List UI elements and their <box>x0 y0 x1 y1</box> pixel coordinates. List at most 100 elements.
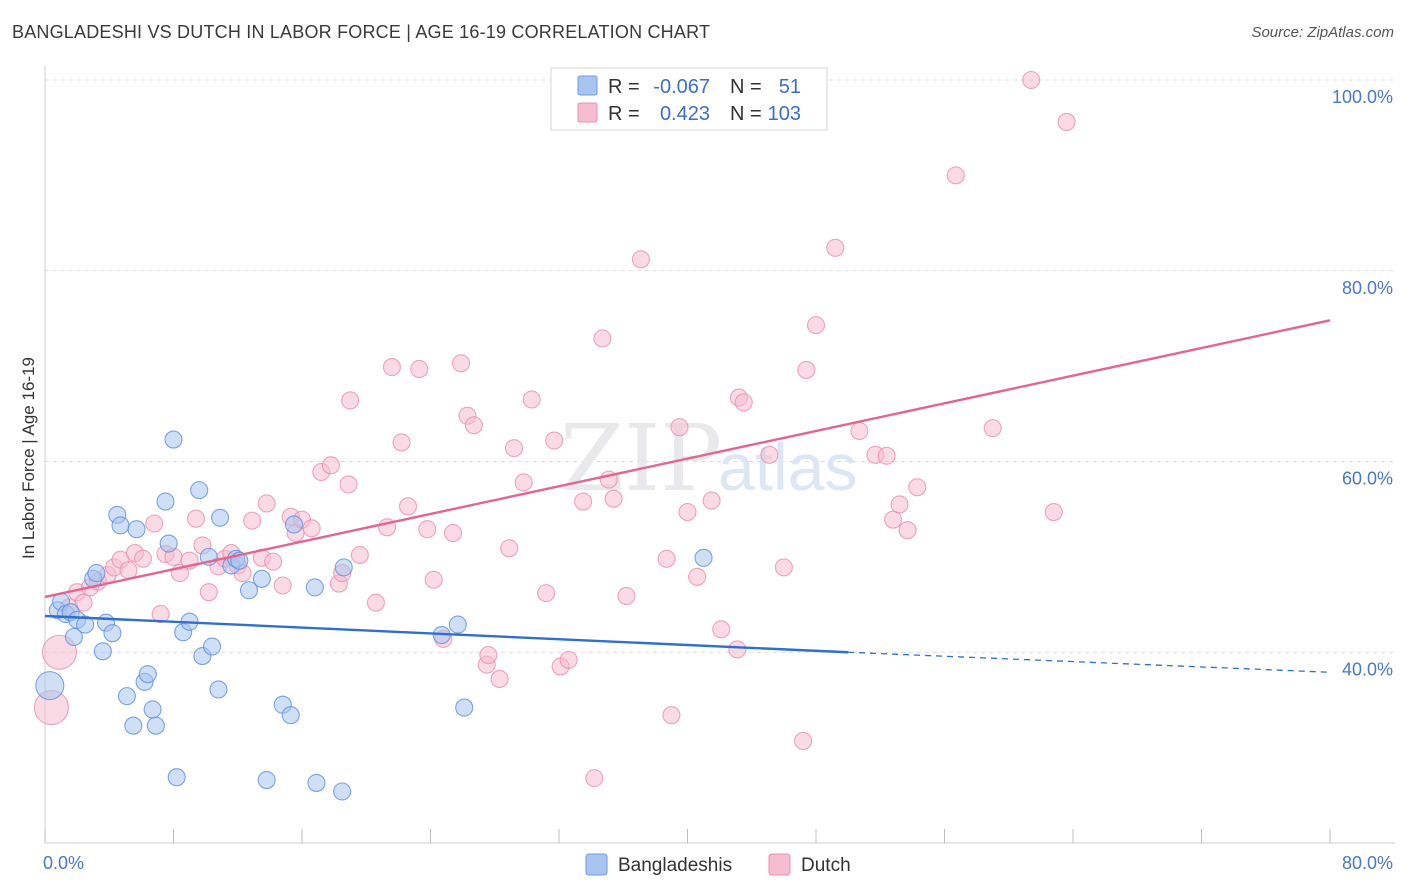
dutch-point <box>898 521 917 540</box>
series-legend: Bangladeshis Dutch <box>585 853 851 876</box>
dutch-point <box>702 491 721 510</box>
dutch-point <box>504 439 524 458</box>
dutch-point <box>712 620 731 639</box>
dutch-point <box>1022 70 1041 90</box>
chart-title: BANGLADESHI VS DUTCH IN LABOR FORCE | AG… <box>12 22 711 42</box>
bangladeshis-point <box>448 615 467 634</box>
bangladeshis-point <box>138 665 157 684</box>
dutch-point <box>199 583 218 602</box>
series-dutch-points <box>33 70 1076 788</box>
dutch-point <box>410 359 429 379</box>
dutch-point <box>850 421 869 441</box>
bangladeshis-point <box>281 706 300 725</box>
y-axis-label: In Labor Force | Age 16-19 <box>19 357 38 559</box>
dutch-point <box>617 586 636 606</box>
legend-swatch-dutch <box>577 102 598 123</box>
dutch-point <box>877 446 896 465</box>
dutch-point <box>662 706 681 725</box>
x-tick-label: 80.0% <box>1342 853 1393 873</box>
y-tick-label: 40.0% <box>1342 659 1393 679</box>
dutch-point <box>339 475 358 494</box>
legend-n-label: N = <box>730 103 762 125</box>
x-tick-labels: 0.0% 80.0% <box>43 853 1393 873</box>
bangladeshis-point <box>455 698 474 717</box>
y-tick-label: 100.0% <box>1332 87 1393 107</box>
dutch-point <box>890 495 909 514</box>
dutch-point <box>946 166 965 185</box>
dutch-point <box>1044 502 1063 522</box>
bangladeshis-point <box>87 564 106 583</box>
dutch-point <box>490 669 509 689</box>
dutch-point <box>451 354 471 373</box>
bangladeshis-point <box>334 558 353 577</box>
bangladeshis-point <box>103 624 122 643</box>
dutch-point <box>74 593 93 612</box>
bangladeshis-point <box>211 508 230 527</box>
dutch-point <box>537 584 556 603</box>
bangladeshis-point <box>64 627 83 647</box>
x-tick-label: 0.0% <box>43 853 84 873</box>
bangladeshis-point <box>164 430 183 449</box>
dutch-point <box>593 329 612 348</box>
dutch-point <box>133 549 153 568</box>
dutch-point <box>398 497 418 516</box>
bangladeshis-point <box>167 768 186 787</box>
dutch-point <box>514 473 533 492</box>
bangladeshis-point <box>146 716 165 735</box>
dutch-point <box>273 576 292 595</box>
dutch-point <box>119 561 138 580</box>
bangladeshis-trend-extension <box>848 651 1331 673</box>
watermark: ZIP atlas <box>560 405 857 512</box>
bangladeshis-point <box>159 534 178 553</box>
dutch-point <box>341 391 360 410</box>
legend-n-value: 103 <box>768 103 801 125</box>
dutch-point <box>774 558 793 577</box>
dutch-point <box>908 478 927 497</box>
dutch-point <box>151 605 170 624</box>
dutch-point <box>734 393 753 412</box>
dutch-point <box>321 456 340 475</box>
bangladeshis-trend-line <box>44 614 849 654</box>
trend-lines <box>44 319 1331 673</box>
dutch-trend-line <box>44 319 1331 599</box>
bangladeshis-point <box>117 687 136 706</box>
dutch-point <box>678 502 697 522</box>
bangladeshis-point <box>284 515 304 534</box>
bangladeshis-point <box>305 578 324 597</box>
bangladeshis-point <box>156 492 175 511</box>
dutch-point <box>145 514 164 533</box>
legend-swatch-bangladeshis <box>585 853 608 876</box>
bangladeshis-point <box>93 642 112 661</box>
dutch-point <box>479 646 498 665</box>
dutch-point <box>418 520 437 539</box>
dutch-point <box>728 640 747 659</box>
dutch-point <box>826 238 845 257</box>
y-tick-label: 80.0% <box>1342 278 1393 298</box>
y-tick-label: 60.0% <box>1342 469 1393 489</box>
bangladeshis-point <box>203 637 222 656</box>
legend-r-label: R = <box>608 76 640 98</box>
legend-swatch-dutch <box>768 853 791 876</box>
dutch-point <box>794 731 813 750</box>
bangladeshis-point <box>111 516 130 535</box>
bangladeshis-point <box>252 569 271 588</box>
dutch-point <box>760 445 779 464</box>
dutch-point <box>806 316 826 335</box>
dutch-point <box>545 431 564 450</box>
dutch-point <box>884 510 903 529</box>
legend-r-label: R = <box>608 103 640 125</box>
bangladeshis-point <box>76 615 95 634</box>
bangladeshis-point <box>257 771 276 790</box>
bangladeshis-point <box>35 671 65 701</box>
dutch-point <box>657 549 676 568</box>
series-bangladeshis-points <box>35 430 713 801</box>
bangladeshis-point <box>124 716 143 735</box>
dutch-point <box>257 494 276 513</box>
dutch-point <box>797 360 816 379</box>
bangladeshis-point <box>694 548 713 567</box>
dutch-point <box>574 492 593 511</box>
bangladeshis-point <box>209 680 228 699</box>
dutch-point <box>424 570 443 589</box>
correlation-legend: R = -0.067 N = 51 R = 0.423 N = 103 <box>550 67 828 131</box>
